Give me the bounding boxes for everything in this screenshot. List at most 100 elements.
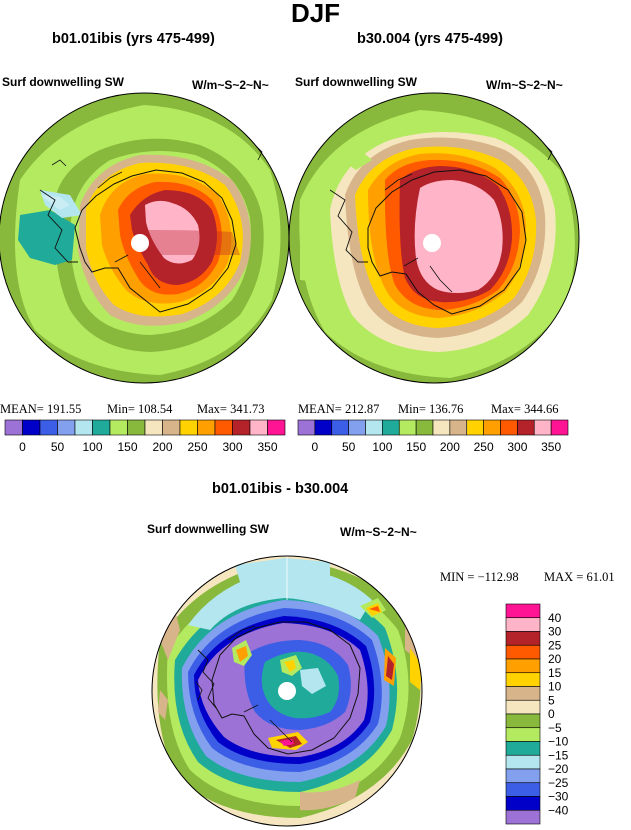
panel-2-min-stat: Min= 136.76 xyxy=(398,402,464,416)
figure-title: DJF xyxy=(290,0,341,28)
panel-3-colorbar-tick-label: 25 xyxy=(548,638,562,652)
panel-3-colorbar-swatch xyxy=(505,809,541,825)
panel-2-colorbar-tick-label: 0 xyxy=(312,440,319,454)
panel-3-colorbar-swatch xyxy=(505,603,541,619)
panel-1-colorbar-tick-label: 50 xyxy=(51,440,65,454)
panel-2-colorbar-swatch xyxy=(550,419,569,436)
panel-1-mean-stat: MEAN= 191.55 xyxy=(0,402,82,416)
panel-1-colorbar-swatch xyxy=(22,419,41,436)
panel-3-colorbar-swatch xyxy=(505,699,541,715)
panel-2-colorbar-swatch xyxy=(500,419,518,436)
panel-2-variable-label: Surf downwelling SW xyxy=(295,75,417,89)
panel-1-min-stat: Min= 108.54 xyxy=(107,402,173,416)
panel-1-colorbar-swatch xyxy=(214,419,233,436)
panel-3-colorbar-swatch xyxy=(505,686,541,701)
panel-3-colorbar-tick-label: −15 xyxy=(548,748,569,762)
panel-1-colorbar-swatch xyxy=(249,419,268,436)
panel-3-units-label: W/m~S~2~N~ xyxy=(340,525,417,539)
panel-3-colorbar-swatch xyxy=(505,796,541,811)
panel-2-title: b30.004 (yrs 475-499) xyxy=(357,31,503,47)
panel-2-colorbar-swatch xyxy=(314,419,333,436)
panel-3-colorbar-tick-label: 40 xyxy=(548,611,562,625)
panel-2-colorbar-swatch xyxy=(348,419,366,436)
panel-3-colorbar-swatch xyxy=(505,617,541,632)
panel-3-colorbar-swatch xyxy=(505,768,541,784)
panel-3-colorbar-tick-label: 20 xyxy=(548,652,562,666)
panel-3-colorbar-tick-label: 30 xyxy=(548,625,562,639)
panel-1-colorbar-swatch xyxy=(179,419,198,436)
panel-3-colorbar-swatch xyxy=(505,782,541,797)
panel-3-colorbar-tick-label: −40 xyxy=(548,803,569,817)
panel-2-colorbar-swatch xyxy=(483,419,501,436)
panel-1-colorbar-swatch xyxy=(197,419,216,436)
panel-1-colorbar-swatch xyxy=(74,419,93,436)
panel-2-max-stat: Max= 344.66 xyxy=(491,402,559,416)
panel-1-colorbar-swatch xyxy=(92,419,111,436)
panel-2-colorbar-swatch xyxy=(449,419,468,436)
panel-3-max-stat: MAX = 61.01 xyxy=(544,570,615,584)
panel-2-colorbar-swatch xyxy=(517,419,535,436)
panel-3-colorbar-tick-label: 0 xyxy=(548,707,555,721)
panel-2-colorbar-tick-label: 250 xyxy=(474,440,494,454)
panel-1-colorbar-swatch xyxy=(232,419,251,436)
panel-2-colorbar-tick-label: 350 xyxy=(541,440,561,454)
panel-1-title: b01.01ibis (yrs 475-499) xyxy=(52,31,215,47)
panel-2-colorbar-swatch xyxy=(382,419,400,436)
panel-3-colorbar-swatch xyxy=(505,754,541,770)
panel-2-colorbar-swatch xyxy=(331,419,349,436)
panel-3-colorbar-swatch xyxy=(505,672,541,687)
panel-1-colorbar-swatch xyxy=(127,419,146,436)
panel-1-colorbar-tick-label: 300 xyxy=(222,440,242,454)
panel-3-colorbar-tick-label: −25 xyxy=(548,776,569,790)
panel-1-colorbar-tick-label: 200 xyxy=(152,440,172,454)
panel-3-colorbar-swatch xyxy=(505,727,541,742)
panel-1-colorbar-swatch xyxy=(4,419,23,436)
panel-2-colorbar-swatch xyxy=(365,419,383,436)
panel-1-colorbar-tick-label: 100 xyxy=(82,440,102,454)
panel-2-colorbar-tick-label: 150 xyxy=(406,440,426,454)
panel-1-colorbar-tick-label: 150 xyxy=(117,440,137,454)
panel-1-colorbar-swatch xyxy=(109,419,128,436)
panel-3-colorbar-swatch xyxy=(505,631,541,646)
panel-2-colorbar-tick-label: 100 xyxy=(372,440,392,454)
panel-1-colorbar-tick-label: 350 xyxy=(257,440,277,454)
panel-3-colorbar-tick-label: 15 xyxy=(548,666,562,680)
panel-1-colorbar-tick-label: 250 xyxy=(187,440,207,454)
panel-3-colorbar-tick-label: −20 xyxy=(548,762,569,776)
panel-1-map xyxy=(0,92,290,384)
panel-2-colorbar-tick-label: 300 xyxy=(507,440,527,454)
panel-1-colorbar-swatch xyxy=(267,419,286,436)
panel-1-colorbar: 0 50 100 150 200 250 300 350 xyxy=(4,419,286,454)
panel-2-colorbar: 0 50 100 150 200 250 300 350 xyxy=(297,419,569,454)
panel-3-colorbar-tick-label: 10 xyxy=(548,680,562,694)
panel-1-units-label: W/m~S~2~N~ xyxy=(192,78,269,92)
panel-1-max-stat: Max= 341.73 xyxy=(197,402,265,416)
panel-3-variable-label: Surf downwelling SW xyxy=(147,522,269,536)
panel-2-colorbar-swatch xyxy=(466,419,484,436)
panel-2-colorbar-swatch xyxy=(432,419,451,436)
panel-2-units-label: W/m~S~2~N~ xyxy=(486,78,563,92)
panel-2-colorbar-tick-label: 50 xyxy=(342,440,356,454)
panel-2-colorbar-swatch xyxy=(398,419,417,436)
panel-2-colorbar-swatch xyxy=(415,419,434,436)
panel-3-map xyxy=(151,555,423,827)
panel-3-colorbar-swatch xyxy=(505,658,541,674)
panel-3-colorbar-swatch xyxy=(505,741,541,756)
panel-1-colorbar-tick-label: 0 xyxy=(19,440,26,454)
panel-3-title: b01.01ibis - b30.004 xyxy=(212,481,349,497)
panel-3-colorbar-tick-label: −5 xyxy=(548,721,562,735)
panel-1-colorbar-swatch xyxy=(144,419,163,436)
panel-2-mean-stat: MEAN= 212.87 xyxy=(298,402,380,416)
panel-2-colorbar-tick-label: 200 xyxy=(440,440,460,454)
panel-3-colorbar-tick-label: −30 xyxy=(548,790,569,804)
panel-1-colorbar-swatch xyxy=(162,419,181,436)
panel-1-colorbar-swatch xyxy=(57,419,76,436)
panel-3-colorbar-swatch xyxy=(505,713,541,729)
panel-3-min-stat: MIN = −112.98 xyxy=(440,570,519,584)
panel-1-colorbar-swatch xyxy=(39,419,58,436)
panel-2-colorbar-swatch xyxy=(297,419,316,436)
panel-2-colorbar-swatch xyxy=(533,419,552,436)
panel-3-colorbar-tick-label: −10 xyxy=(548,735,569,749)
